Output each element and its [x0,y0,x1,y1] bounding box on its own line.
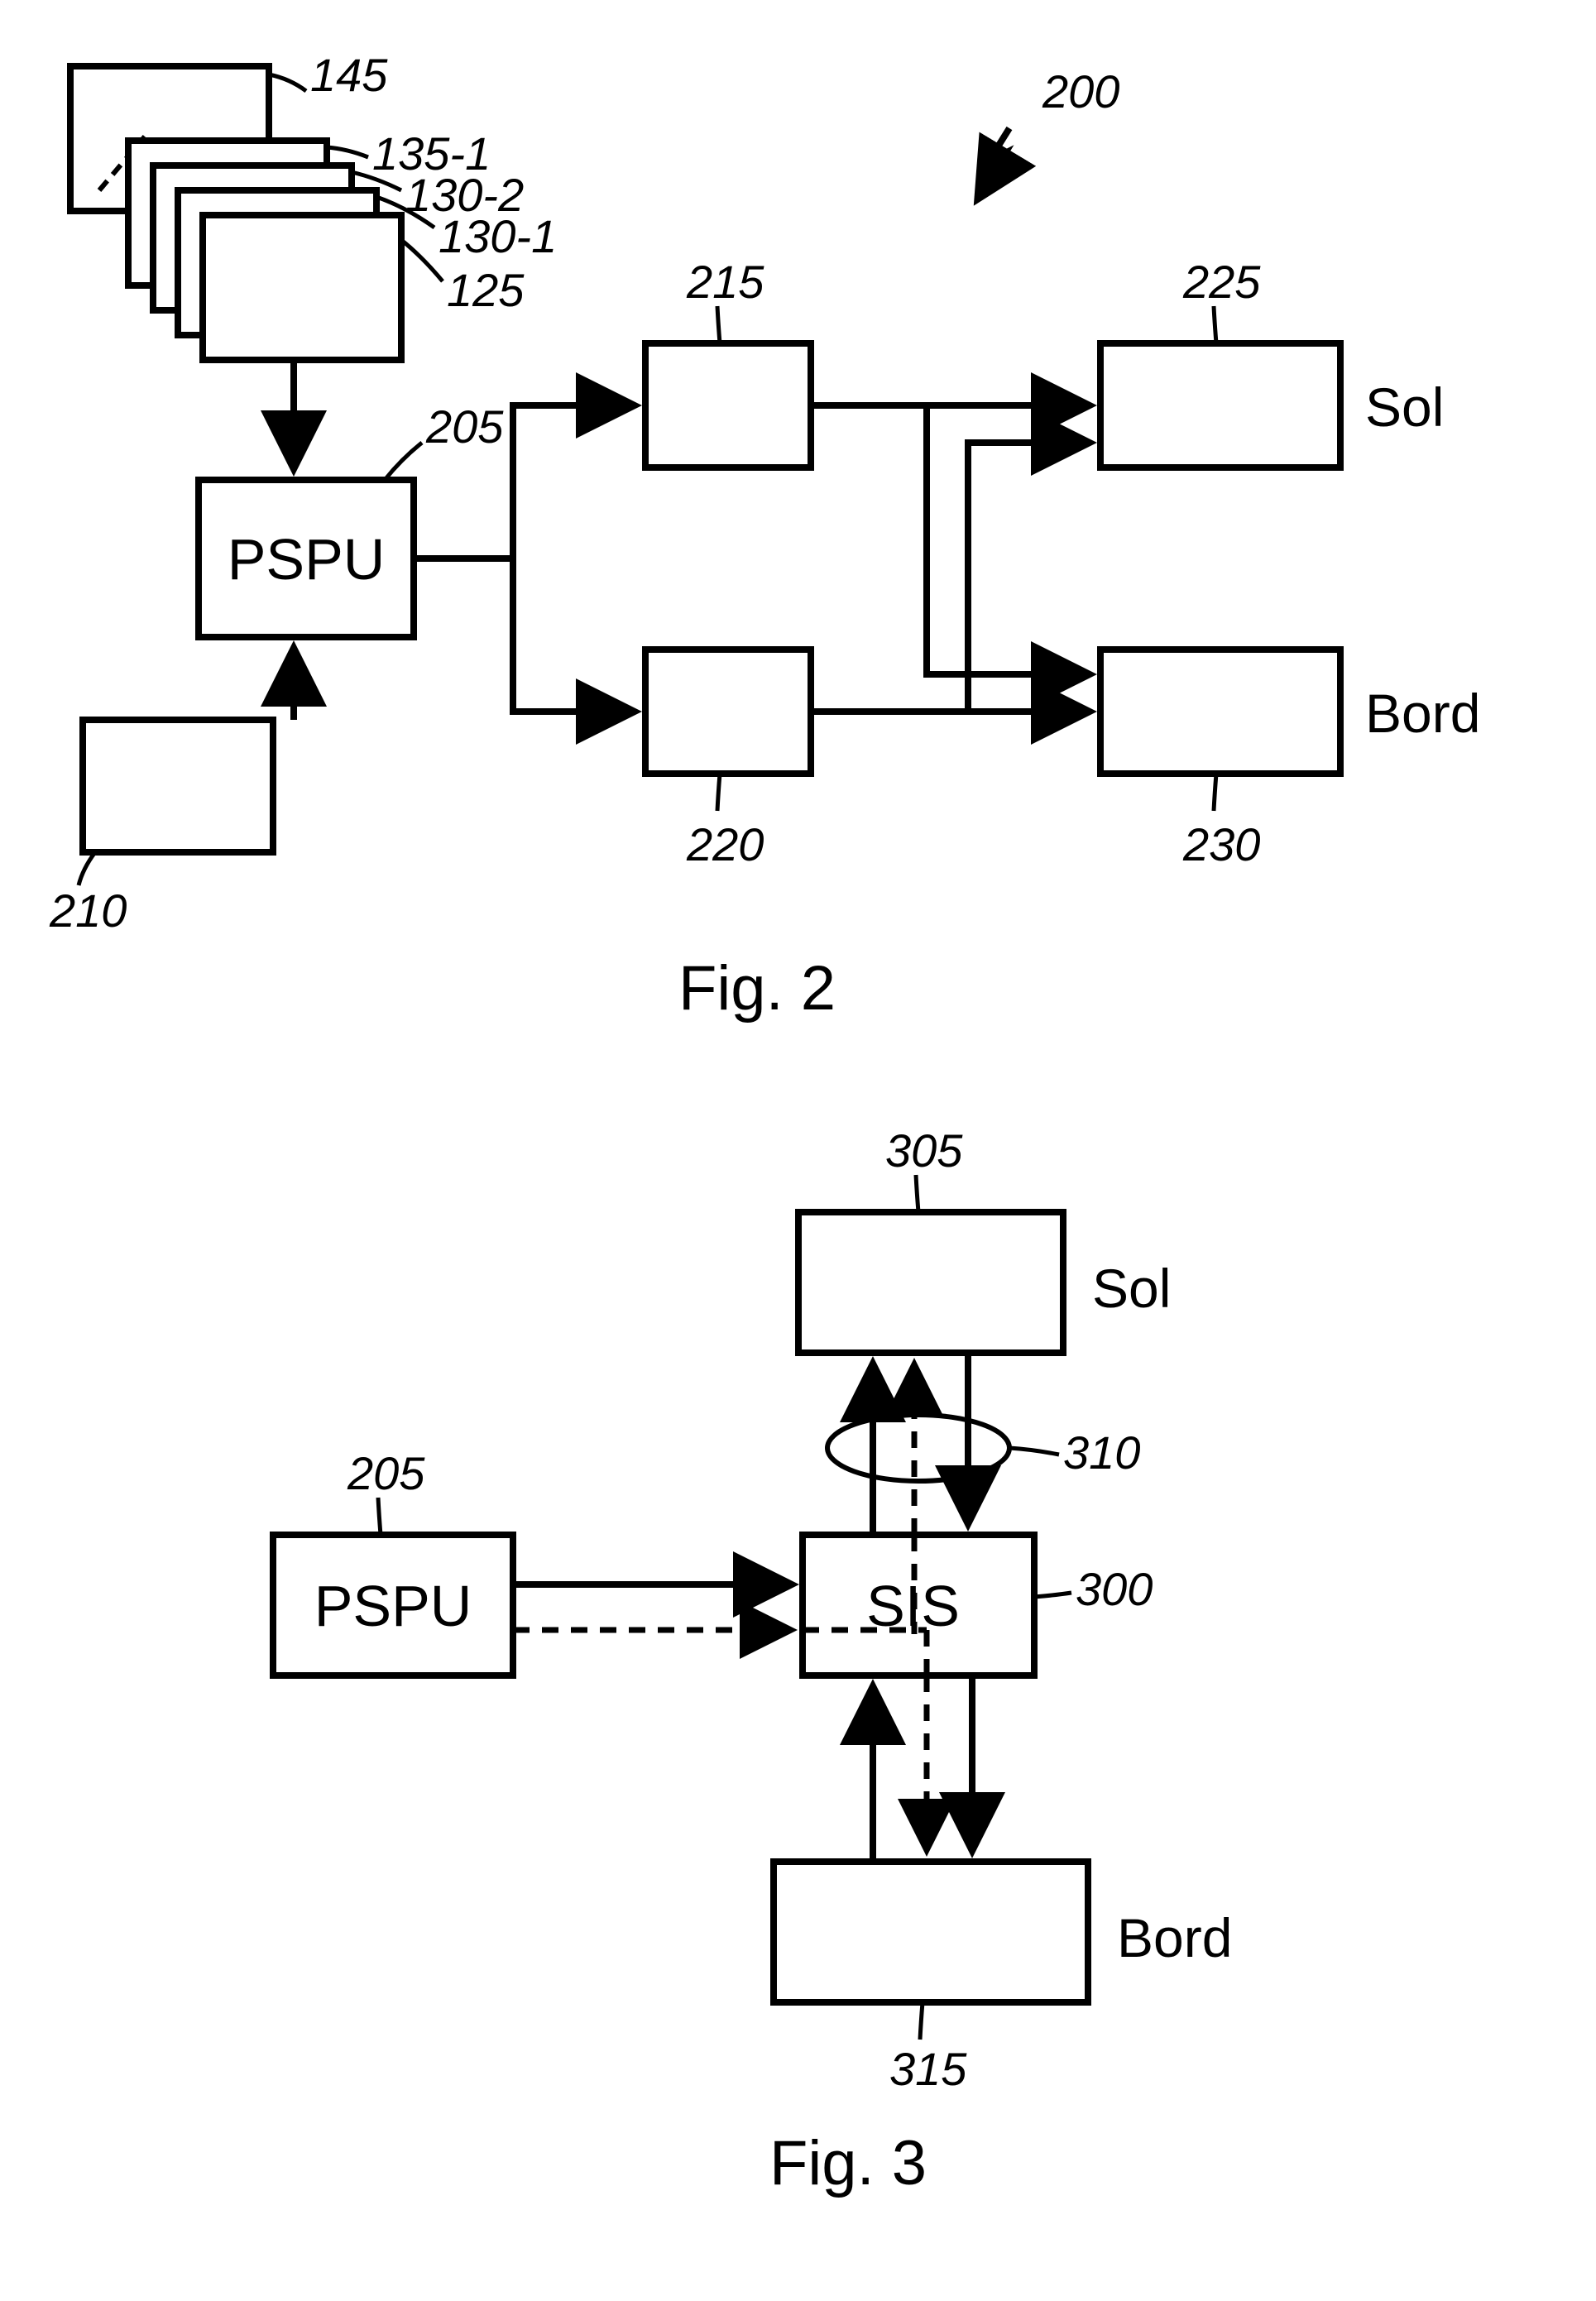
ref-230-label: 230 [1182,818,1260,870]
stack-box-125 [203,215,401,360]
ref-130-1-label: 130-1 [439,210,557,262]
stack-boxes [70,66,401,360]
sol-label: Sol [1365,376,1444,438]
arrow-pspu-to-220 [513,558,629,712]
ref-205-label: 205 [425,400,504,453]
figure-3: PSPU 205 SIS 300 Sol 305 Bord 315 310 [273,1124,1232,2198]
fig3-bord-box [774,1862,1088,2002]
fig3-ref-205: 205 [347,1447,425,1499]
box-225 [1100,343,1340,467]
ref-220-label: 220 [686,818,764,870]
ref-200-label: 200 [1042,65,1119,117]
fig3-ref-300: 300 [1076,1563,1153,1615]
fig3-sol-box [798,1212,1063,1353]
fig2-caption: Fig. 2 [678,953,836,1023]
ref-200-marker: 200 [980,65,1119,194]
box-220 [645,650,811,774]
box-215 [645,343,811,467]
figure-2: 200 145 135-1 130-2 130-1 125 [49,49,1480,1023]
ref-215-label: 215 [686,256,764,308]
ellipse-310 [827,1415,1009,1481]
pspu-label: PSPU [228,527,386,592]
ref-225-label: 225 [1182,256,1261,308]
fig3-ref-305: 305 [885,1124,963,1177]
ref-145-label: 145 [310,49,388,101]
ref-125-label: 125 [447,264,525,316]
box-210 [83,720,273,852]
fig3-ref-310: 310 [1063,1426,1140,1479]
ref-210-label: 210 [49,884,127,937]
fig3-pspu-label: PSPU [314,1574,472,1638]
fig3-caption: Fig. 3 [769,2128,927,2198]
fig3-bord-label: Bord [1117,1907,1232,1968]
fig3-sol-label: Sol [1092,1258,1171,1319]
fig3-ref-315: 315 [889,2043,967,2095]
bord-label: Bord [1365,683,1480,744]
box-230 [1100,650,1340,774]
